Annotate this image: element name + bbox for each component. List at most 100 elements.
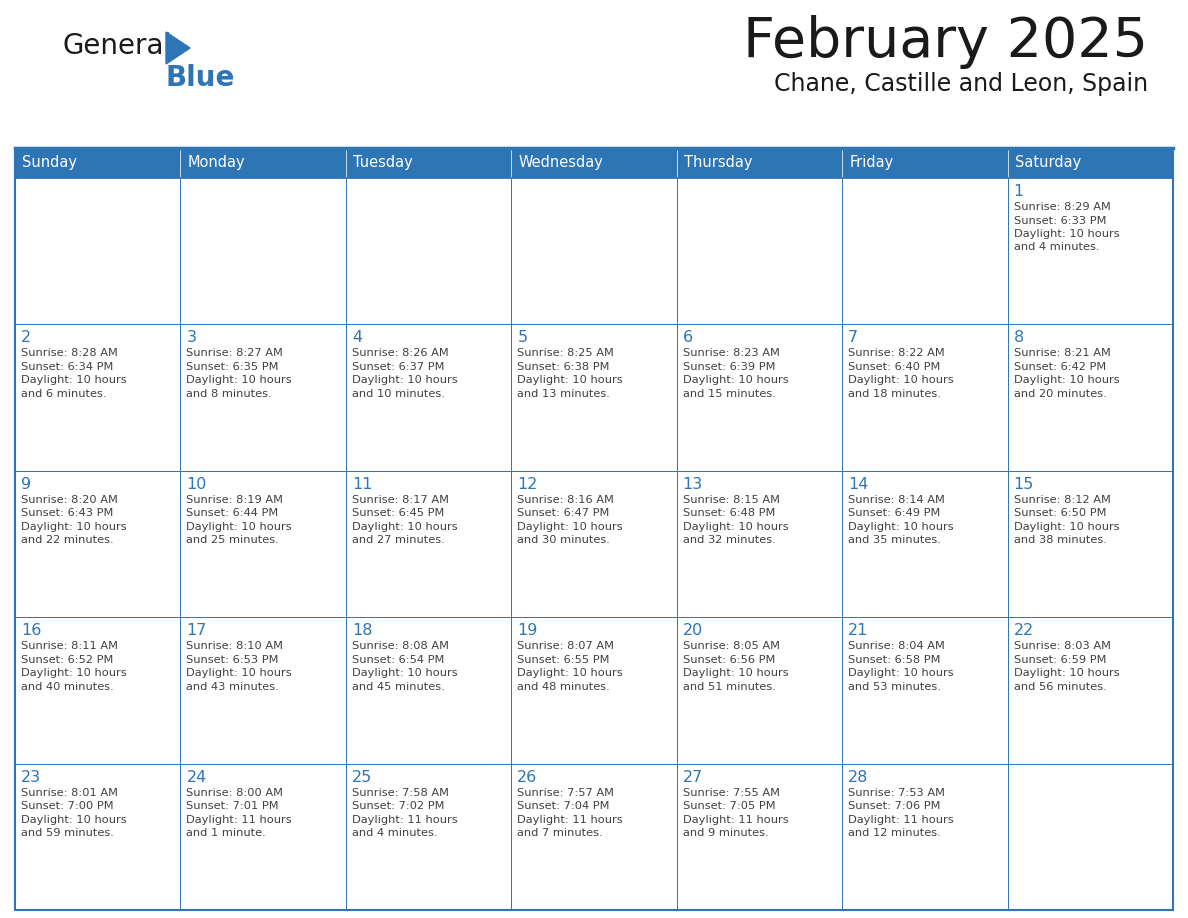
Text: Daylight: 10 hours: Daylight: 10 hours xyxy=(848,668,954,678)
Text: 23: 23 xyxy=(21,769,42,785)
Text: and 15 minutes.: and 15 minutes. xyxy=(683,389,776,399)
Bar xyxy=(1007,617,1173,764)
Bar xyxy=(181,471,346,617)
Text: and 10 minutes.: and 10 minutes. xyxy=(352,389,444,399)
Text: Sunset: 6:55 PM: Sunset: 6:55 PM xyxy=(517,655,609,665)
Text: and 4 minutes.: and 4 minutes. xyxy=(352,828,437,838)
Text: Sunset: 6:54 PM: Sunset: 6:54 PM xyxy=(352,655,444,665)
Text: 24: 24 xyxy=(187,769,207,785)
Text: Daylight: 10 hours: Daylight: 10 hours xyxy=(517,375,623,386)
Text: and 56 minutes.: and 56 minutes. xyxy=(1013,682,1106,691)
Text: Blue: Blue xyxy=(166,64,235,92)
Text: 22: 22 xyxy=(1013,623,1034,638)
Text: and 13 minutes.: and 13 minutes. xyxy=(517,389,611,399)
Text: Sunday: Sunday xyxy=(23,155,77,171)
Bar xyxy=(677,617,842,764)
Bar xyxy=(181,178,346,324)
Text: Daylight: 10 hours: Daylight: 10 hours xyxy=(21,814,127,824)
Text: Sunset: 7:05 PM: Sunset: 7:05 PM xyxy=(683,801,776,812)
Text: Sunset: 6:45 PM: Sunset: 6:45 PM xyxy=(352,509,444,519)
Text: Sunset: 6:53 PM: Sunset: 6:53 PM xyxy=(187,655,279,665)
Bar xyxy=(181,148,346,178)
Bar xyxy=(511,471,677,617)
Text: Daylight: 11 hours: Daylight: 11 hours xyxy=(683,814,789,824)
Text: 1: 1 xyxy=(1013,184,1024,199)
Text: Monday: Monday xyxy=(188,155,245,171)
Text: Sunset: 6:39 PM: Sunset: 6:39 PM xyxy=(683,362,776,372)
Text: 13: 13 xyxy=(683,476,703,492)
Text: Sunset: 6:52 PM: Sunset: 6:52 PM xyxy=(21,655,113,665)
Text: Sunrise: 8:01 AM: Sunrise: 8:01 AM xyxy=(21,788,118,798)
Text: Daylight: 11 hours: Daylight: 11 hours xyxy=(187,814,292,824)
Text: Sunset: 7:01 PM: Sunset: 7:01 PM xyxy=(187,801,279,812)
Text: and 7 minutes.: and 7 minutes. xyxy=(517,828,604,838)
Text: Sunrise: 8:04 AM: Sunrise: 8:04 AM xyxy=(848,641,944,651)
Text: Daylight: 11 hours: Daylight: 11 hours xyxy=(848,814,954,824)
Text: Daylight: 10 hours: Daylight: 10 hours xyxy=(187,521,292,532)
Text: and 35 minutes.: and 35 minutes. xyxy=(848,535,941,545)
Text: and 12 minutes.: and 12 minutes. xyxy=(848,828,941,838)
Bar xyxy=(15,764,181,910)
Bar xyxy=(677,471,842,617)
Text: 9: 9 xyxy=(21,476,31,492)
Text: and 51 minutes.: and 51 minutes. xyxy=(683,682,776,691)
Text: Sunrise: 8:14 AM: Sunrise: 8:14 AM xyxy=(848,495,944,505)
Text: Daylight: 10 hours: Daylight: 10 hours xyxy=(1013,521,1119,532)
Text: Daylight: 10 hours: Daylight: 10 hours xyxy=(848,521,954,532)
Text: 8: 8 xyxy=(1013,330,1024,345)
Text: Sunset: 6:50 PM: Sunset: 6:50 PM xyxy=(1013,509,1106,519)
Bar xyxy=(677,324,842,471)
Text: Sunset: 6:34 PM: Sunset: 6:34 PM xyxy=(21,362,113,372)
Text: and 43 minutes.: and 43 minutes. xyxy=(187,682,279,691)
Text: and 48 minutes.: and 48 minutes. xyxy=(517,682,609,691)
Bar xyxy=(346,178,511,324)
Text: Daylight: 10 hours: Daylight: 10 hours xyxy=(1013,375,1119,386)
Text: 12: 12 xyxy=(517,476,538,492)
Text: 18: 18 xyxy=(352,623,372,638)
Bar xyxy=(677,178,842,324)
Text: Sunset: 6:59 PM: Sunset: 6:59 PM xyxy=(1013,655,1106,665)
Text: Tuesday: Tuesday xyxy=(353,155,412,171)
Bar xyxy=(1007,471,1173,617)
Text: Daylight: 10 hours: Daylight: 10 hours xyxy=(187,668,292,678)
Text: and 53 minutes.: and 53 minutes. xyxy=(848,682,941,691)
Text: Sunset: 6:49 PM: Sunset: 6:49 PM xyxy=(848,509,941,519)
Text: 2: 2 xyxy=(21,330,31,345)
Text: 11: 11 xyxy=(352,476,372,492)
Text: 16: 16 xyxy=(21,623,42,638)
Text: Friday: Friday xyxy=(849,155,893,171)
Text: Sunrise: 8:28 AM: Sunrise: 8:28 AM xyxy=(21,349,118,358)
Text: 19: 19 xyxy=(517,623,538,638)
Bar xyxy=(346,324,511,471)
Text: Sunrise: 8:12 AM: Sunrise: 8:12 AM xyxy=(1013,495,1111,505)
Text: Sunset: 6:44 PM: Sunset: 6:44 PM xyxy=(187,509,279,519)
Text: Wednesday: Wednesday xyxy=(518,155,604,171)
Bar xyxy=(511,178,677,324)
Text: Sunrise: 8:11 AM: Sunrise: 8:11 AM xyxy=(21,641,118,651)
Text: Sunset: 7:00 PM: Sunset: 7:00 PM xyxy=(21,801,114,812)
Bar xyxy=(1007,178,1173,324)
Text: Sunset: 7:06 PM: Sunset: 7:06 PM xyxy=(848,801,941,812)
Text: 7: 7 xyxy=(848,330,858,345)
Text: Daylight: 11 hours: Daylight: 11 hours xyxy=(352,814,457,824)
Text: Sunrise: 8:27 AM: Sunrise: 8:27 AM xyxy=(187,349,283,358)
Text: Daylight: 10 hours: Daylight: 10 hours xyxy=(21,668,127,678)
Text: Sunrise: 8:00 AM: Sunrise: 8:00 AM xyxy=(187,788,284,798)
Text: Thursday: Thursday xyxy=(684,155,752,171)
Bar xyxy=(346,148,511,178)
Text: 28: 28 xyxy=(848,769,868,785)
Text: and 59 minutes.: and 59 minutes. xyxy=(21,828,114,838)
Text: Daylight: 10 hours: Daylight: 10 hours xyxy=(21,521,127,532)
Text: Sunset: 7:04 PM: Sunset: 7:04 PM xyxy=(517,801,609,812)
Text: and 6 minutes.: and 6 minutes. xyxy=(21,389,107,399)
Text: and 45 minutes.: and 45 minutes. xyxy=(352,682,444,691)
Text: 4: 4 xyxy=(352,330,362,345)
Text: and 40 minutes.: and 40 minutes. xyxy=(21,682,114,691)
Bar xyxy=(1007,764,1173,910)
Bar xyxy=(15,324,181,471)
Bar xyxy=(842,324,1007,471)
Text: and 32 minutes.: and 32 minutes. xyxy=(683,535,776,545)
Bar xyxy=(181,324,346,471)
Text: 17: 17 xyxy=(187,623,207,638)
Bar xyxy=(1007,148,1173,178)
